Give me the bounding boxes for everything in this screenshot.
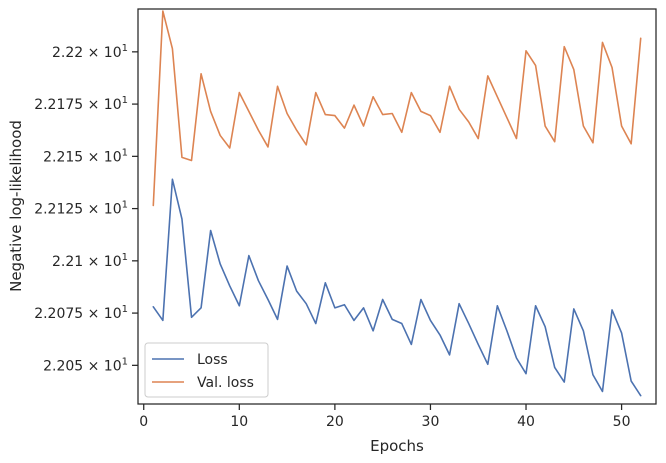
y-tick-mantissa: 2.215 × 10 (43, 149, 122, 165)
y-tick-label: 2.215 × 101 (43, 147, 128, 165)
y-tick-label: 2.205 × 101 (43, 356, 128, 374)
y-tick-mantissa: 2.22 × 10 (52, 45, 122, 61)
y-tick-label: 2.21 × 101 (52, 252, 128, 270)
y-tick-mantissa: 2.2075 × 10 (34, 306, 121, 322)
y-tick-mantissa: 2.205 × 10 (43, 358, 122, 374)
y-tick-mantissa: 2.2175 × 10 (34, 97, 121, 113)
y-tick-label: 2.2075 × 101 (34, 304, 128, 322)
y-tick-exponent: 1 (122, 147, 128, 158)
x-tick-label: 30 (422, 414, 440, 430)
x-tick-label: 40 (517, 414, 535, 430)
legend-box (144, 342, 269, 398)
series-lines (152, 10, 642, 397)
legend: Loss Val. loss (144, 342, 269, 398)
y-axis-label: Negative log-likelihood (7, 120, 25, 292)
y-tick-exponent: 1 (122, 304, 128, 315)
x-tick-label: 50 (613, 414, 631, 430)
y-tick-label: 2.22 × 101 (52, 43, 128, 61)
x-tick-label: 20 (326, 414, 344, 430)
y-tick-label: 2.2175 × 101 (34, 95, 128, 113)
legend-label-val-loss: Val. loss (197, 375, 254, 391)
y-tick-exponent: 1 (122, 43, 128, 54)
y-tick-exponent: 1 (122, 252, 128, 263)
y-tick-label: 2.2125 × 101 (34, 200, 128, 218)
series-line-loss (152, 178, 642, 397)
x-axis-label: Epochs (370, 437, 424, 455)
x-axis-ticks: 0 10 20 30 40 50 (139, 404, 631, 430)
plot-frame (137, 8, 657, 405)
y-tick-exponent: 1 (122, 95, 128, 106)
series-line-val-loss (152, 10, 642, 207)
legend-label-loss: Loss (197, 352, 228, 368)
y-tick-mantissa: 2.21 × 10 (52, 254, 122, 270)
y-tick-exponent: 1 (122, 200, 128, 211)
y-tick-exponent: 1 (122, 356, 128, 367)
y-tick-mantissa: 2.2125 × 10 (34, 202, 121, 218)
x-tick-label: 10 (230, 414, 248, 430)
x-tick-label: 0 (139, 414, 148, 430)
